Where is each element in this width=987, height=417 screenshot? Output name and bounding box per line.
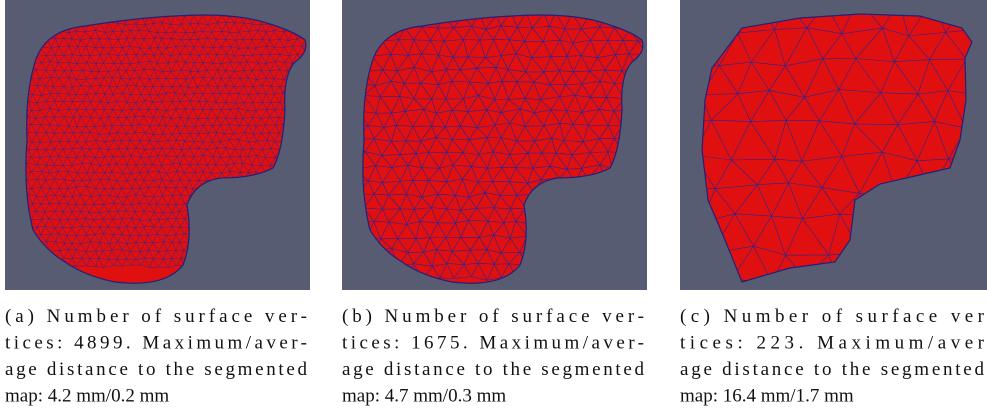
caption-line: (b) Number of surface ver- xyxy=(342,306,644,327)
caption-line: tices: 1675. Maximum/aver- xyxy=(342,333,644,354)
caption-line: age distance to the segmented xyxy=(5,359,308,380)
caption-line: map: 4.7 mm/0.3 mm xyxy=(342,386,506,407)
panel: (b) Number of surface ver-tices: 1675. M… xyxy=(342,0,647,407)
liver-outline xyxy=(701,13,973,283)
caption-line: tices: 4899. Maximum/aver- xyxy=(5,333,307,354)
liver-outline xyxy=(25,14,307,284)
liver-outline xyxy=(362,14,644,284)
caption-line: tices: 223. Maximum/aver xyxy=(680,333,985,354)
liver-surface xyxy=(702,14,972,282)
liver-surface xyxy=(362,15,643,284)
caption-line: map: 16.4 mm/1.7 mm xyxy=(680,386,854,407)
caption-line: (c) Number of surface ver xyxy=(680,306,985,327)
panel: (a) Number of surface ver-tices: 4899. M… xyxy=(5,0,310,407)
caption-line: age distance to the segmented xyxy=(680,359,985,380)
caption-line: (a) Number of surface ver- xyxy=(5,306,307,327)
panel: (c) Number of surface ver tices: 223. Max… xyxy=(680,0,987,407)
caption-line: age distance to the segmented xyxy=(342,359,645,380)
caption-line: map: 4.2 mm/0.2 mm xyxy=(5,386,169,407)
liver-surface xyxy=(25,15,306,284)
